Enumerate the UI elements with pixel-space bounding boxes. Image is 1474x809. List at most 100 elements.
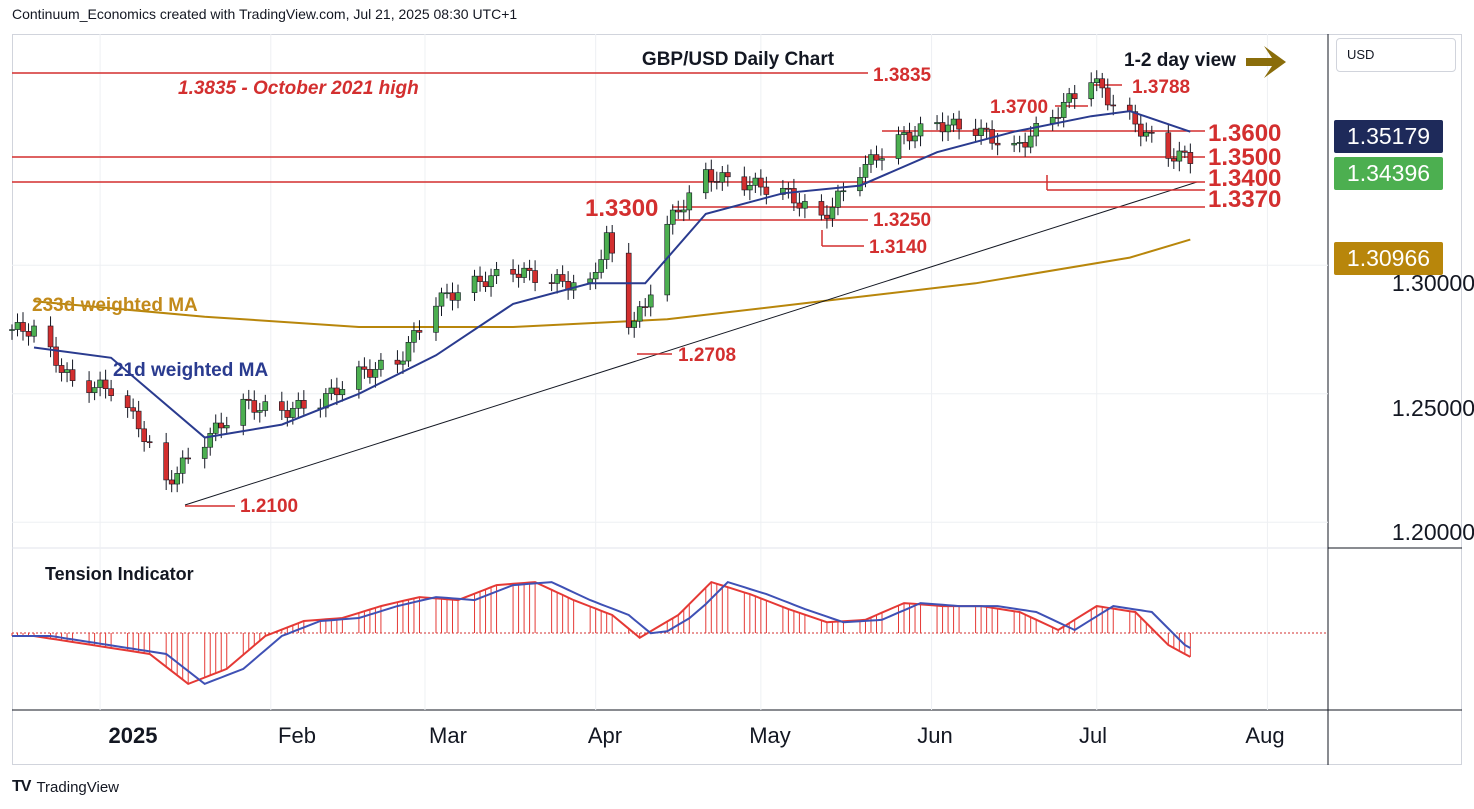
candle-body (58, 365, 65, 373)
candle-body (20, 322, 26, 332)
candle-body (956, 118, 962, 130)
candle-body (328, 387, 335, 394)
candle-body (592, 272, 599, 280)
candle-body (262, 401, 269, 411)
x-tick-label: Feb (278, 723, 316, 748)
ma233-price-tag: 1.30966 (1334, 242, 1443, 275)
candle-body (868, 154, 874, 165)
candle-body (135, 410, 142, 430)
candle-body (796, 202, 803, 209)
candle-body (488, 275, 494, 288)
candle-body (548, 282, 555, 284)
chart-title: GBP/USD Daily Chart (642, 49, 835, 70)
candle-body (1132, 111, 1139, 125)
oct2021-label: 1.3835 - October 2021 high (178, 78, 419, 99)
candle-body (25, 331, 32, 337)
candle-body (1027, 135, 1034, 148)
candle-body (526, 267, 533, 271)
candle-body (146, 441, 153, 444)
level-label: 1.3300 (585, 195, 658, 222)
level-label: 1.2708 (678, 345, 736, 366)
candle-body (1187, 152, 1194, 164)
x-tick-label: Aug (1245, 723, 1284, 748)
candle-body (449, 292, 456, 301)
currency-button[interactable]: USD (1336, 38, 1456, 72)
candle-body (763, 186, 770, 195)
candle-body (47, 325, 54, 348)
candle-body (934, 122, 940, 125)
candle-body (482, 281, 489, 288)
candle-body (168, 479, 175, 485)
candle-body (394, 359, 401, 365)
candle-body (185, 457, 192, 460)
candle-body (554, 274, 560, 284)
candle-body (91, 387, 98, 393)
candle-body (818, 201, 825, 216)
candle-body (411, 330, 417, 343)
candle-body (906, 132, 913, 142)
candle-body (824, 214, 830, 219)
candle-body (251, 400, 258, 413)
footer-brand-label: TradingView (36, 778, 119, 796)
ma21-label: 21d weighted MA (113, 360, 268, 381)
candle-body (879, 158, 885, 161)
candle-body (102, 379, 109, 390)
candle-body (97, 379, 103, 388)
candle-body (636, 306, 643, 322)
candle-body (647, 294, 654, 308)
candle-body (559, 274, 566, 282)
candle-body (708, 169, 715, 182)
candle-body (1049, 117, 1056, 124)
candle-body (433, 305, 439, 333)
candle-body (69, 369, 76, 381)
candle-body (290, 408, 296, 418)
candle-body (983, 127, 990, 130)
candle-body (714, 181, 720, 183)
candle-body (361, 366, 368, 370)
x-tick-label: May (749, 723, 791, 748)
level-label: 1.3600 (1208, 120, 1281, 147)
candle-body (1033, 123, 1039, 137)
ma233-line (33, 238, 1191, 328)
candle-body (301, 400, 307, 409)
candle-body (862, 164, 869, 178)
x-tick-label: Jun (917, 723, 952, 748)
candle-body (201, 446, 208, 459)
candle-body (108, 388, 114, 396)
candle-body (1071, 93, 1078, 100)
candle-body (521, 267, 527, 278)
level-label: 1.3788 (1132, 77, 1190, 98)
level-label: 1.3500 (1208, 144, 1281, 171)
candle-body (950, 118, 957, 126)
candle-body (791, 188, 797, 204)
tension-indicator (11, 580, 1328, 686)
tension-signal-line (12, 580, 1191, 686)
candle-body (1066, 93, 1073, 103)
candle-body (686, 192, 693, 211)
candle-body (223, 425, 230, 429)
candle-body (477, 275, 483, 282)
candle-body (912, 135, 918, 142)
candle-body (1055, 117, 1061, 119)
candle-body (901, 132, 907, 135)
ma233-path (33, 238, 1191, 328)
candle-body (835, 190, 841, 208)
candle-body (802, 201, 808, 209)
candle-body (1182, 150, 1188, 153)
right-arrow-icon (1246, 46, 1286, 78)
candle-body (515, 273, 522, 278)
level-label: 1.3250 (873, 210, 931, 231)
candle-body (334, 387, 340, 396)
candle-body (917, 123, 924, 137)
candle-body (378, 359, 384, 370)
candle-body (356, 366, 362, 390)
candle-body (256, 410, 263, 413)
level-label: 1.3700 (990, 97, 1048, 118)
candle-body (1022, 142, 1028, 148)
candle-body (1143, 131, 1150, 137)
candle-body (994, 142, 1001, 146)
support-resistance-lines (12, 72, 1205, 507)
chart-frame (12, 34, 1462, 765)
candle-body (1137, 123, 1144, 137)
